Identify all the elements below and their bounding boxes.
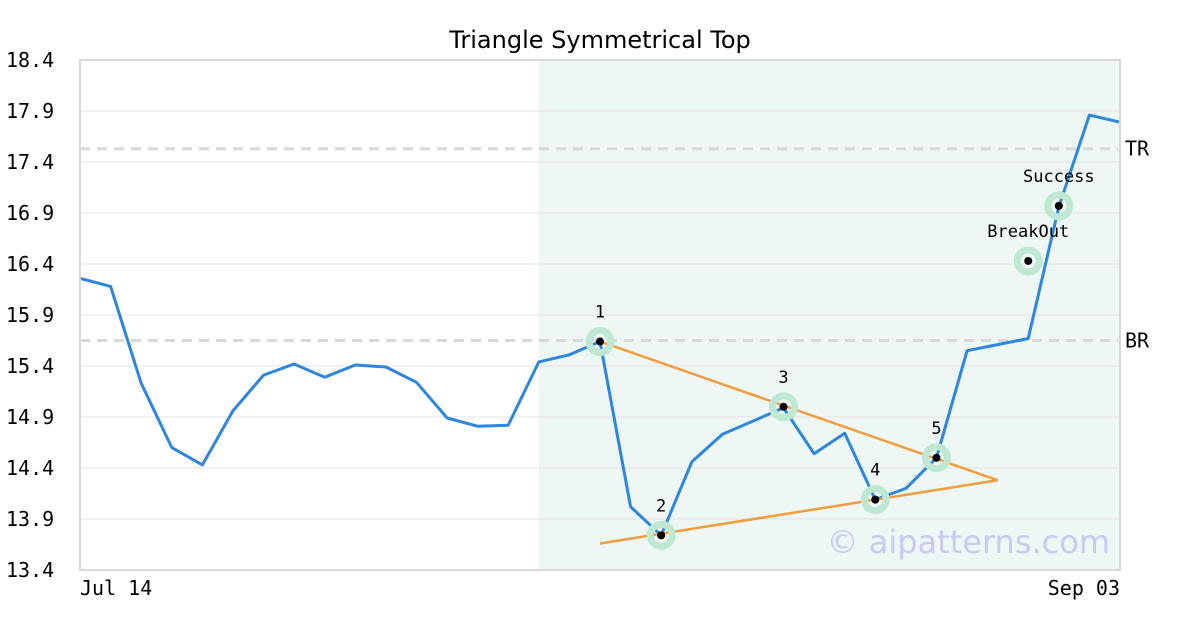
y-tick-label: 18.4 bbox=[6, 48, 54, 72]
level-label-br: BR bbox=[1125, 329, 1150, 353]
pattern-point-label: 1 bbox=[595, 303, 605, 323]
y-tick-label: 16.9 bbox=[6, 201, 54, 225]
watermark: © aipatterns.com bbox=[827, 523, 1110, 561]
pattern-point-label: Success bbox=[1023, 167, 1095, 187]
y-tick-label: 14.4 bbox=[6, 456, 54, 480]
trendline bbox=[599, 340, 999, 482]
x-tick-label: Sep 03 bbox=[1048, 576, 1120, 600]
pattern-point bbox=[1024, 256, 1033, 265]
pattern-point-halo bbox=[1013, 246, 1043, 276]
x-tick-label: Jul 14 bbox=[80, 576, 152, 600]
pattern-point-halo bbox=[860, 485, 890, 515]
y-tick-label: 15.4 bbox=[6, 354, 54, 378]
pattern-point bbox=[657, 531, 666, 540]
y-tick-label: 17.4 bbox=[6, 150, 54, 174]
pattern-point-halo bbox=[921, 443, 951, 473]
plot-frame bbox=[79, 59, 1121, 571]
pattern-point bbox=[1054, 201, 1063, 210]
pattern-point-halo bbox=[769, 392, 799, 422]
pattern-point-label: 3 bbox=[778, 368, 788, 388]
pattern-point bbox=[596, 337, 604, 346]
pattern-point-label: BreakOut bbox=[987, 222, 1069, 242]
y-tick-label: 16.4 bbox=[6, 252, 54, 276]
pattern-point bbox=[779, 402, 788, 411]
level-label-tr: TR bbox=[1125, 137, 1150, 161]
chart-title: Triangle Symmetrical Top bbox=[448, 26, 751, 54]
pattern-point-label: 5 bbox=[931, 419, 941, 439]
y-tick-label: 14.9 bbox=[6, 405, 54, 429]
trendline bbox=[599, 479, 998, 545]
pattern-point bbox=[871, 495, 880, 504]
pattern-point-label: 2 bbox=[656, 496, 666, 516]
pattern-point-halo bbox=[646, 520, 676, 550]
y-tick-label: 17.9 bbox=[6, 99, 54, 123]
pattern-point-halo bbox=[1044, 191, 1074, 221]
pattern-point-halo bbox=[585, 327, 615, 357]
pattern-point-label: 4 bbox=[870, 461, 880, 481]
y-tick-label: 15.9 bbox=[6, 303, 54, 327]
pattern-point bbox=[932, 453, 941, 462]
y-tick-label: 13.4 bbox=[6, 558, 54, 582]
y-tick-label: 13.9 bbox=[6, 507, 54, 531]
